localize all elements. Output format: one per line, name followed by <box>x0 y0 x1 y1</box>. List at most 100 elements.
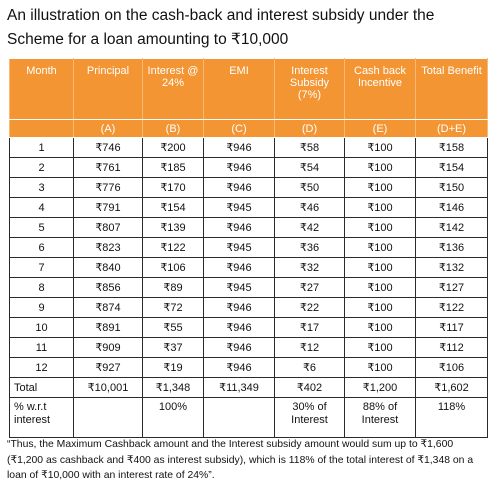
table-cell: ₹840 <box>73 257 143 278</box>
table-header-row: Month Principal Interest @ 24% EMI Inter… <box>9 58 488 120</box>
table-cell: ₹100 <box>344 317 416 338</box>
footnote: “Thus, the Maximum Cashback amount and t… <box>7 439 474 481</box>
table-row: Total ₹10,001 ₹1,348 ₹11,349 ₹402 ₹1,200 ₹1,60… <box>9 377 488 398</box>
table-cell: ₹746 <box>73 137 143 158</box>
table-cell: ₹761 <box>73 157 143 178</box>
table-cell: ₹72 <box>142 297 204 318</box>
table-cell: ₹10,001 <box>73 377 143 398</box>
table-row: 10 ₹891 ₹55 ₹946 ₹17 ₹100 ₹117 <box>9 317 488 338</box>
table-cell: ₹100 <box>344 237 416 258</box>
table-cell: ₹946 <box>203 217 275 238</box>
table-cell: ₹136 <box>415 237 488 258</box>
table-cell: ₹100 <box>344 177 416 198</box>
table-cell: ₹100 <box>344 337 416 358</box>
table-cell: 10 <box>9 317 74 338</box>
table-row: 11 ₹909 ₹37 ₹946 ₹12 ₹100 ₹112 <box>9 337 488 358</box>
table-cell: 4 <box>9 197 74 218</box>
column-subheader: (C) <box>203 119 275 138</box>
table-cell: ₹100 <box>344 137 416 158</box>
column-header-total-benefit: Total Benefit <box>415 58 488 120</box>
table-cell: ₹100 <box>344 357 416 378</box>
column-subheader: (A) <box>73 119 143 138</box>
table-cell: ₹945 <box>203 197 275 218</box>
column-subheader: (E) <box>344 119 416 138</box>
table-row: 2 ₹761 ₹185 ₹946 ₹54 ₹100 ₹154 <box>9 157 488 178</box>
table-cell: ₹122 <box>142 237 204 258</box>
table-cell: ₹927 <box>73 357 143 378</box>
table-row: 1 ₹746 ₹200 ₹946 ₹58 ₹100 ₹158 <box>9 137 488 158</box>
table-cell: ₹100 <box>344 297 416 318</box>
table-cell: ₹58 <box>274 137 345 158</box>
table-cell: 30% of Interest <box>274 397 345 438</box>
table-cell: ₹54 <box>274 157 345 178</box>
table-cell: 9 <box>9 297 74 318</box>
table-cell: ₹32 <box>274 257 345 278</box>
table-subheader-row: (A) (B) (C) (D) (E) (D+E) <box>9 119 488 138</box>
table-cell: 12 <box>9 357 74 378</box>
table-cell <box>73 397 143 438</box>
table-cell: ₹100 <box>344 157 416 178</box>
column-header-month: Month <box>9 58 74 120</box>
table-cell: ₹856 <box>73 277 143 298</box>
table-cell: ₹807 <box>73 217 143 238</box>
table-cell: ₹945 <box>203 277 275 298</box>
table-cell: ₹112 <box>415 337 488 358</box>
table-cell: ₹27 <box>274 277 345 298</box>
table-cell: 7 <box>9 257 74 278</box>
table-cell: ₹946 <box>203 177 275 198</box>
table-cell: ₹946 <box>203 297 275 318</box>
table-cell <box>203 397 275 438</box>
table-cell: ₹200 <box>142 137 204 158</box>
table-row: 6 ₹823 ₹122 ₹945 ₹36 ₹100 ₹136 <box>9 237 488 258</box>
table-cell: ₹12 <box>274 337 345 358</box>
table-row: % w.r.t interest 100% 30% of Interest 88% o… <box>9 397 488 438</box>
table-cell: ₹946 <box>203 137 275 158</box>
table-cell: ₹6 <box>274 357 345 378</box>
table-row: 3 ₹776 ₹170 ₹946 ₹50 ₹100 ₹150 <box>9 177 488 198</box>
column-subheader: (D+E) <box>415 119 488 138</box>
table-cell: ₹19 <box>142 357 204 378</box>
table-cell: ₹127 <box>415 277 488 298</box>
table-cell: ₹1,348 <box>142 377 204 398</box>
cashback-subsidy-table: Month Principal Interest @ 24% EMI Inter… <box>9 58 488 438</box>
table-cell: ₹402 <box>274 377 345 398</box>
table-cell: ₹946 <box>203 317 275 338</box>
table-row: 4 ₹791 ₹154 ₹945 ₹46 ₹100 ₹146 <box>9 197 488 218</box>
table-cell: ₹89 <box>142 277 204 298</box>
table-cell: ₹891 <box>73 317 143 338</box>
table-cell: ₹132 <box>415 257 488 278</box>
table-cell: ₹117 <box>415 317 488 338</box>
table-cell: ₹776 <box>73 177 143 198</box>
table-cell: 2 <box>9 157 74 178</box>
table-cell: 3 <box>9 177 74 198</box>
table-cell: ₹185 <box>142 157 204 178</box>
column-header-principal: Principal <box>73 58 143 120</box>
table-cell: % w.r.t interest <box>9 397 74 438</box>
table-cell: 6 <box>9 237 74 258</box>
table-cell: ₹1,602 <box>415 377 488 398</box>
table-row: 9 ₹874 ₹72 ₹946 ₹22 ₹100 ₹122 <box>9 297 488 318</box>
column-header-emi: EMI <box>203 58 275 120</box>
table-cell: 8 <box>9 277 74 298</box>
table-cell: Total <box>9 377 74 398</box>
column-subheader <box>9 119 74 138</box>
table-cell: ₹46 <box>274 197 345 218</box>
table-cell: ₹909 <box>73 337 143 358</box>
table-cell: ₹100 <box>344 277 416 298</box>
column-subheader: (B) <box>142 119 204 138</box>
table-cell: ₹37 <box>142 337 204 358</box>
table-cell: ₹154 <box>142 197 204 218</box>
table-cell: ₹100 <box>344 257 416 278</box>
table-cell: ₹11,349 <box>203 377 275 398</box>
table-cell: ₹874 <box>73 297 143 318</box>
table-cell: ₹42 <box>274 217 345 238</box>
table-cell: ₹946 <box>203 337 275 358</box>
table-body: 1 ₹746 ₹200 ₹946 ₹58 ₹100 ₹158 2 ₹761 ₹185 ₹946 ₹54… <box>9 137 488 438</box>
table-cell: ₹946 <box>203 157 275 178</box>
table-cell: ₹106 <box>415 357 488 378</box>
table-cell: ₹1,200 <box>344 377 416 398</box>
table-row: 12 ₹927 ₹19 ₹946 ₹6 ₹100 ₹106 <box>9 357 488 378</box>
table-cell: ₹946 <box>203 357 275 378</box>
table-cell: 11 <box>9 337 74 358</box>
table-cell: ₹158 <box>415 137 488 158</box>
